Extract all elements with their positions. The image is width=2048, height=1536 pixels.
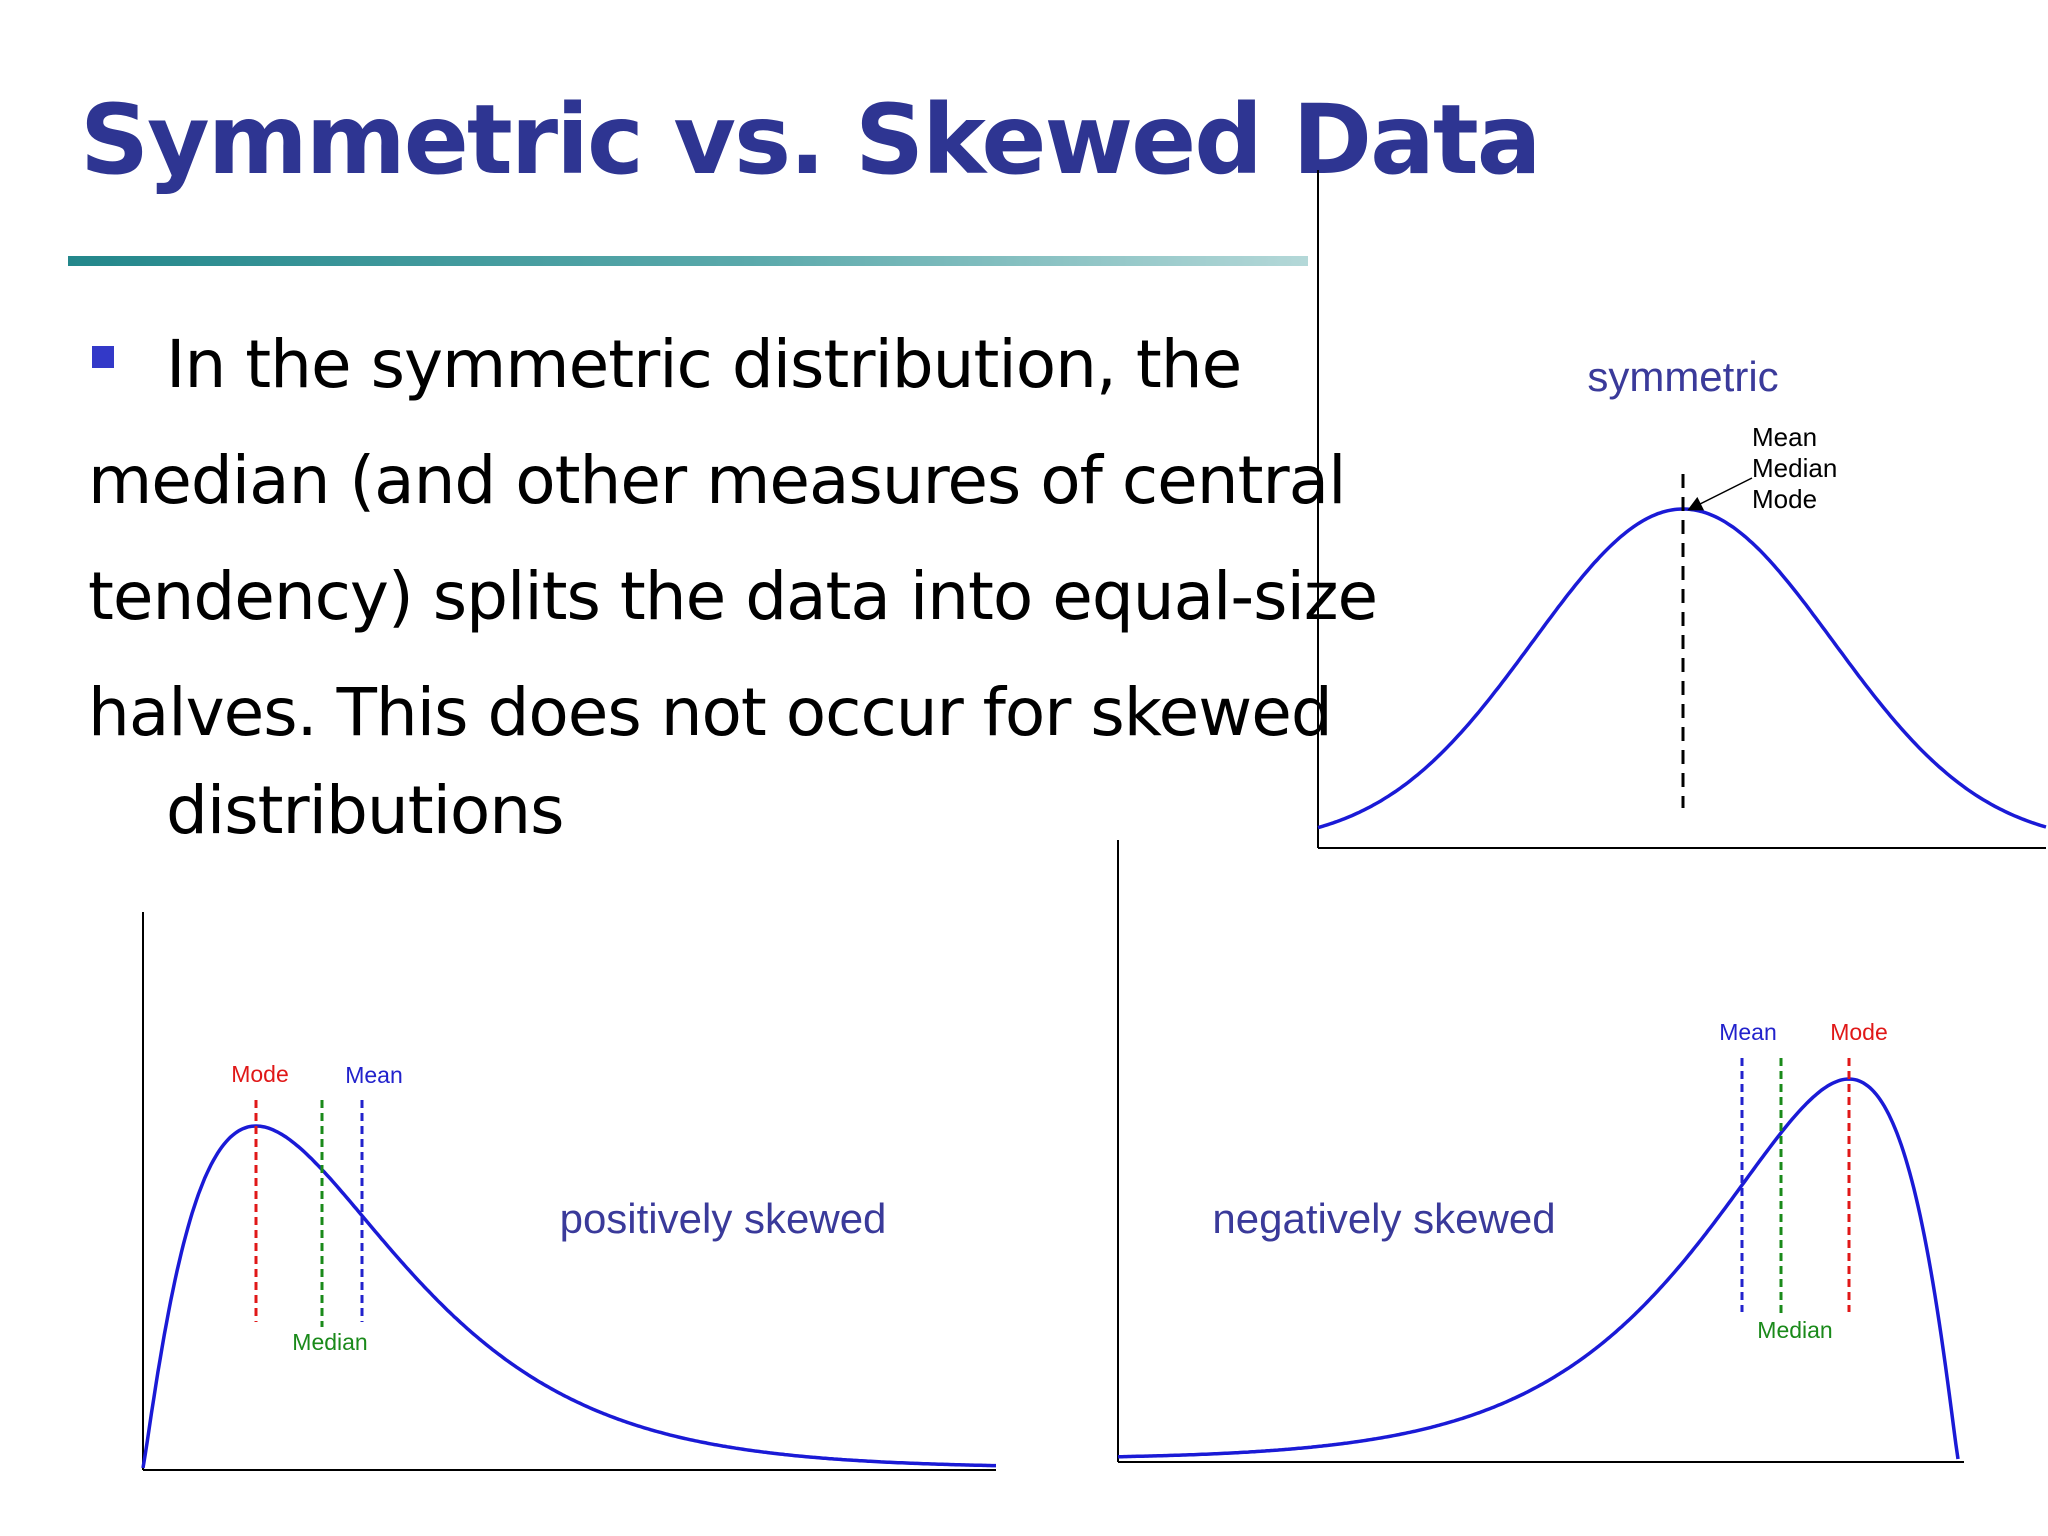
positively-skewed-panel: Mode Mean Median positively skewed	[141, 912, 996, 1471]
slide-title: Symmetric vs. Skewed Data	[80, 84, 1542, 196]
bullet-text-line-1: In the symmetric distribution, the	[166, 326, 1242, 403]
neg-mode-label: Mode	[1830, 1019, 1888, 1045]
symmetric-label-mean: Mean	[1752, 422, 1817, 452]
bullet-text-line-3: tendency) splits the data into equal-siz…	[88, 558, 1378, 635]
pos-caption: positively skewed	[560, 1195, 887, 1242]
pos-mode-label: Mode	[231, 1061, 289, 1087]
neg-mean-label: Mean	[1719, 1019, 1777, 1045]
positively-skewed-curve	[141, 1124, 996, 1469]
bullet-square-icon	[92, 346, 114, 368]
symmetric-pointer-arrow	[1687, 477, 1753, 511]
symmetric-caption: symmetric	[1587, 353, 1778, 400]
bullet-text-line-5: distributions	[166, 772, 565, 849]
negatively-skewed-panel: Mean Mode Median negatively skewed	[1117, 840, 1964, 1463]
bullet-text-line-4: halves. This does not occur for skewed	[88, 674, 1333, 751]
symmetric-label-mode: Mode	[1752, 484, 1817, 514]
symmetric-panel: symmetric Mean Median Mode	[1317, 170, 2047, 849]
negatively-skewed-curve	[1117, 1077, 1960, 1460]
bullet-text-line-2: median (and other measures of central	[88, 442, 1346, 519]
neg-caption: negatively skewed	[1212, 1195, 1555, 1242]
title-divider	[68, 256, 1308, 266]
pos-mean-label: Mean	[345, 1062, 403, 1088]
pos-median-label: Median	[292, 1329, 367, 1355]
symmetric-label-median: Median	[1752, 453, 1837, 483]
neg-median-label: Median	[1757, 1317, 1832, 1343]
